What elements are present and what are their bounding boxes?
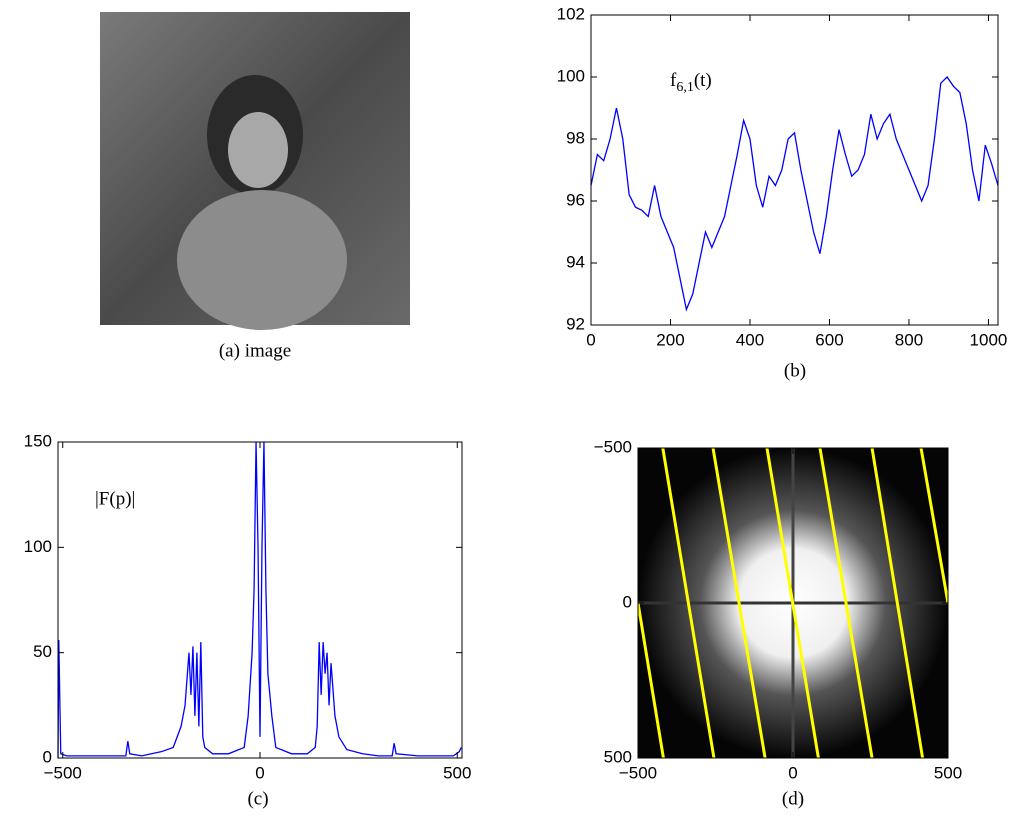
projection-line bbox=[870, 448, 925, 758]
y-tick-label: 0 bbox=[623, 592, 632, 611]
x-tick-label: 0 bbox=[788, 763, 797, 782]
projection-line bbox=[638, 602, 665, 758]
x-tick-label: −500 bbox=[44, 763, 82, 782]
y-tick-label: 100 bbox=[24, 537, 52, 556]
y-tick-label: 150 bbox=[24, 431, 52, 450]
x-tick-label: 800 bbox=[895, 330, 923, 349]
x-tick-label: −500 bbox=[619, 763, 657, 782]
projection-line bbox=[818, 448, 874, 758]
y-tick-label: 94 bbox=[566, 252, 585, 271]
caption: (c) bbox=[247, 788, 268, 809]
x-tick-label: 500 bbox=[443, 763, 471, 782]
x-tick-label: 0 bbox=[586, 330, 595, 349]
x-tick-label: 1000 bbox=[970, 330, 1008, 349]
x-tick-label: 500 bbox=[934, 763, 962, 782]
figure-face bbox=[228, 112, 288, 188]
y-tick-label: 96 bbox=[566, 190, 585, 209]
y-tick-label: 98 bbox=[566, 128, 585, 147]
caption: (a) image bbox=[219, 340, 291, 361]
caption: (b) bbox=[784, 360, 806, 381]
panel: (b) f6,1(t) 0 200 400 600 800 1000 92 94 96 98 100 10… bbox=[557, 4, 1008, 381]
y-tick-label: 0 bbox=[43, 747, 52, 766]
y-tick-label: 500 bbox=[604, 747, 632, 766]
x-tick-label: 200 bbox=[656, 330, 684, 349]
data-line bbox=[57, 441, 462, 759]
x-tick-label: 600 bbox=[815, 330, 843, 349]
annotation-sub: 6,1 bbox=[676, 80, 694, 95]
axes-frame bbox=[590, 14, 999, 326]
x-tick-label: 400 bbox=[736, 330, 764, 349]
projection-line bbox=[765, 448, 820, 758]
x-tick-label: 0 bbox=[255, 763, 264, 782]
panel: (a) image bbox=[100, 12, 410, 361]
y-tick-label: 100 bbox=[557, 66, 585, 85]
data-line bbox=[590, 75, 999, 312]
y-tick-label: 50 bbox=[33, 642, 52, 661]
figure-body bbox=[177, 190, 347, 330]
annotation: f6,1(t) bbox=[670, 70, 712, 95]
lines bbox=[638, 448, 948, 758]
projection-line bbox=[711, 448, 767, 758]
caption: (d) bbox=[782, 788, 804, 809]
projection-line bbox=[661, 448, 716, 758]
y-tick-label: 92 bbox=[566, 314, 585, 333]
y-tick-label: 102 bbox=[557, 4, 585, 23]
annotation-arg: (t) bbox=[694, 70, 712, 91]
y-tick-label: −500 bbox=[594, 437, 632, 456]
annotation: |F(p)| bbox=[95, 488, 135, 509]
annotation-base: f bbox=[670, 70, 677, 91]
projection-line bbox=[919, 448, 948, 604]
